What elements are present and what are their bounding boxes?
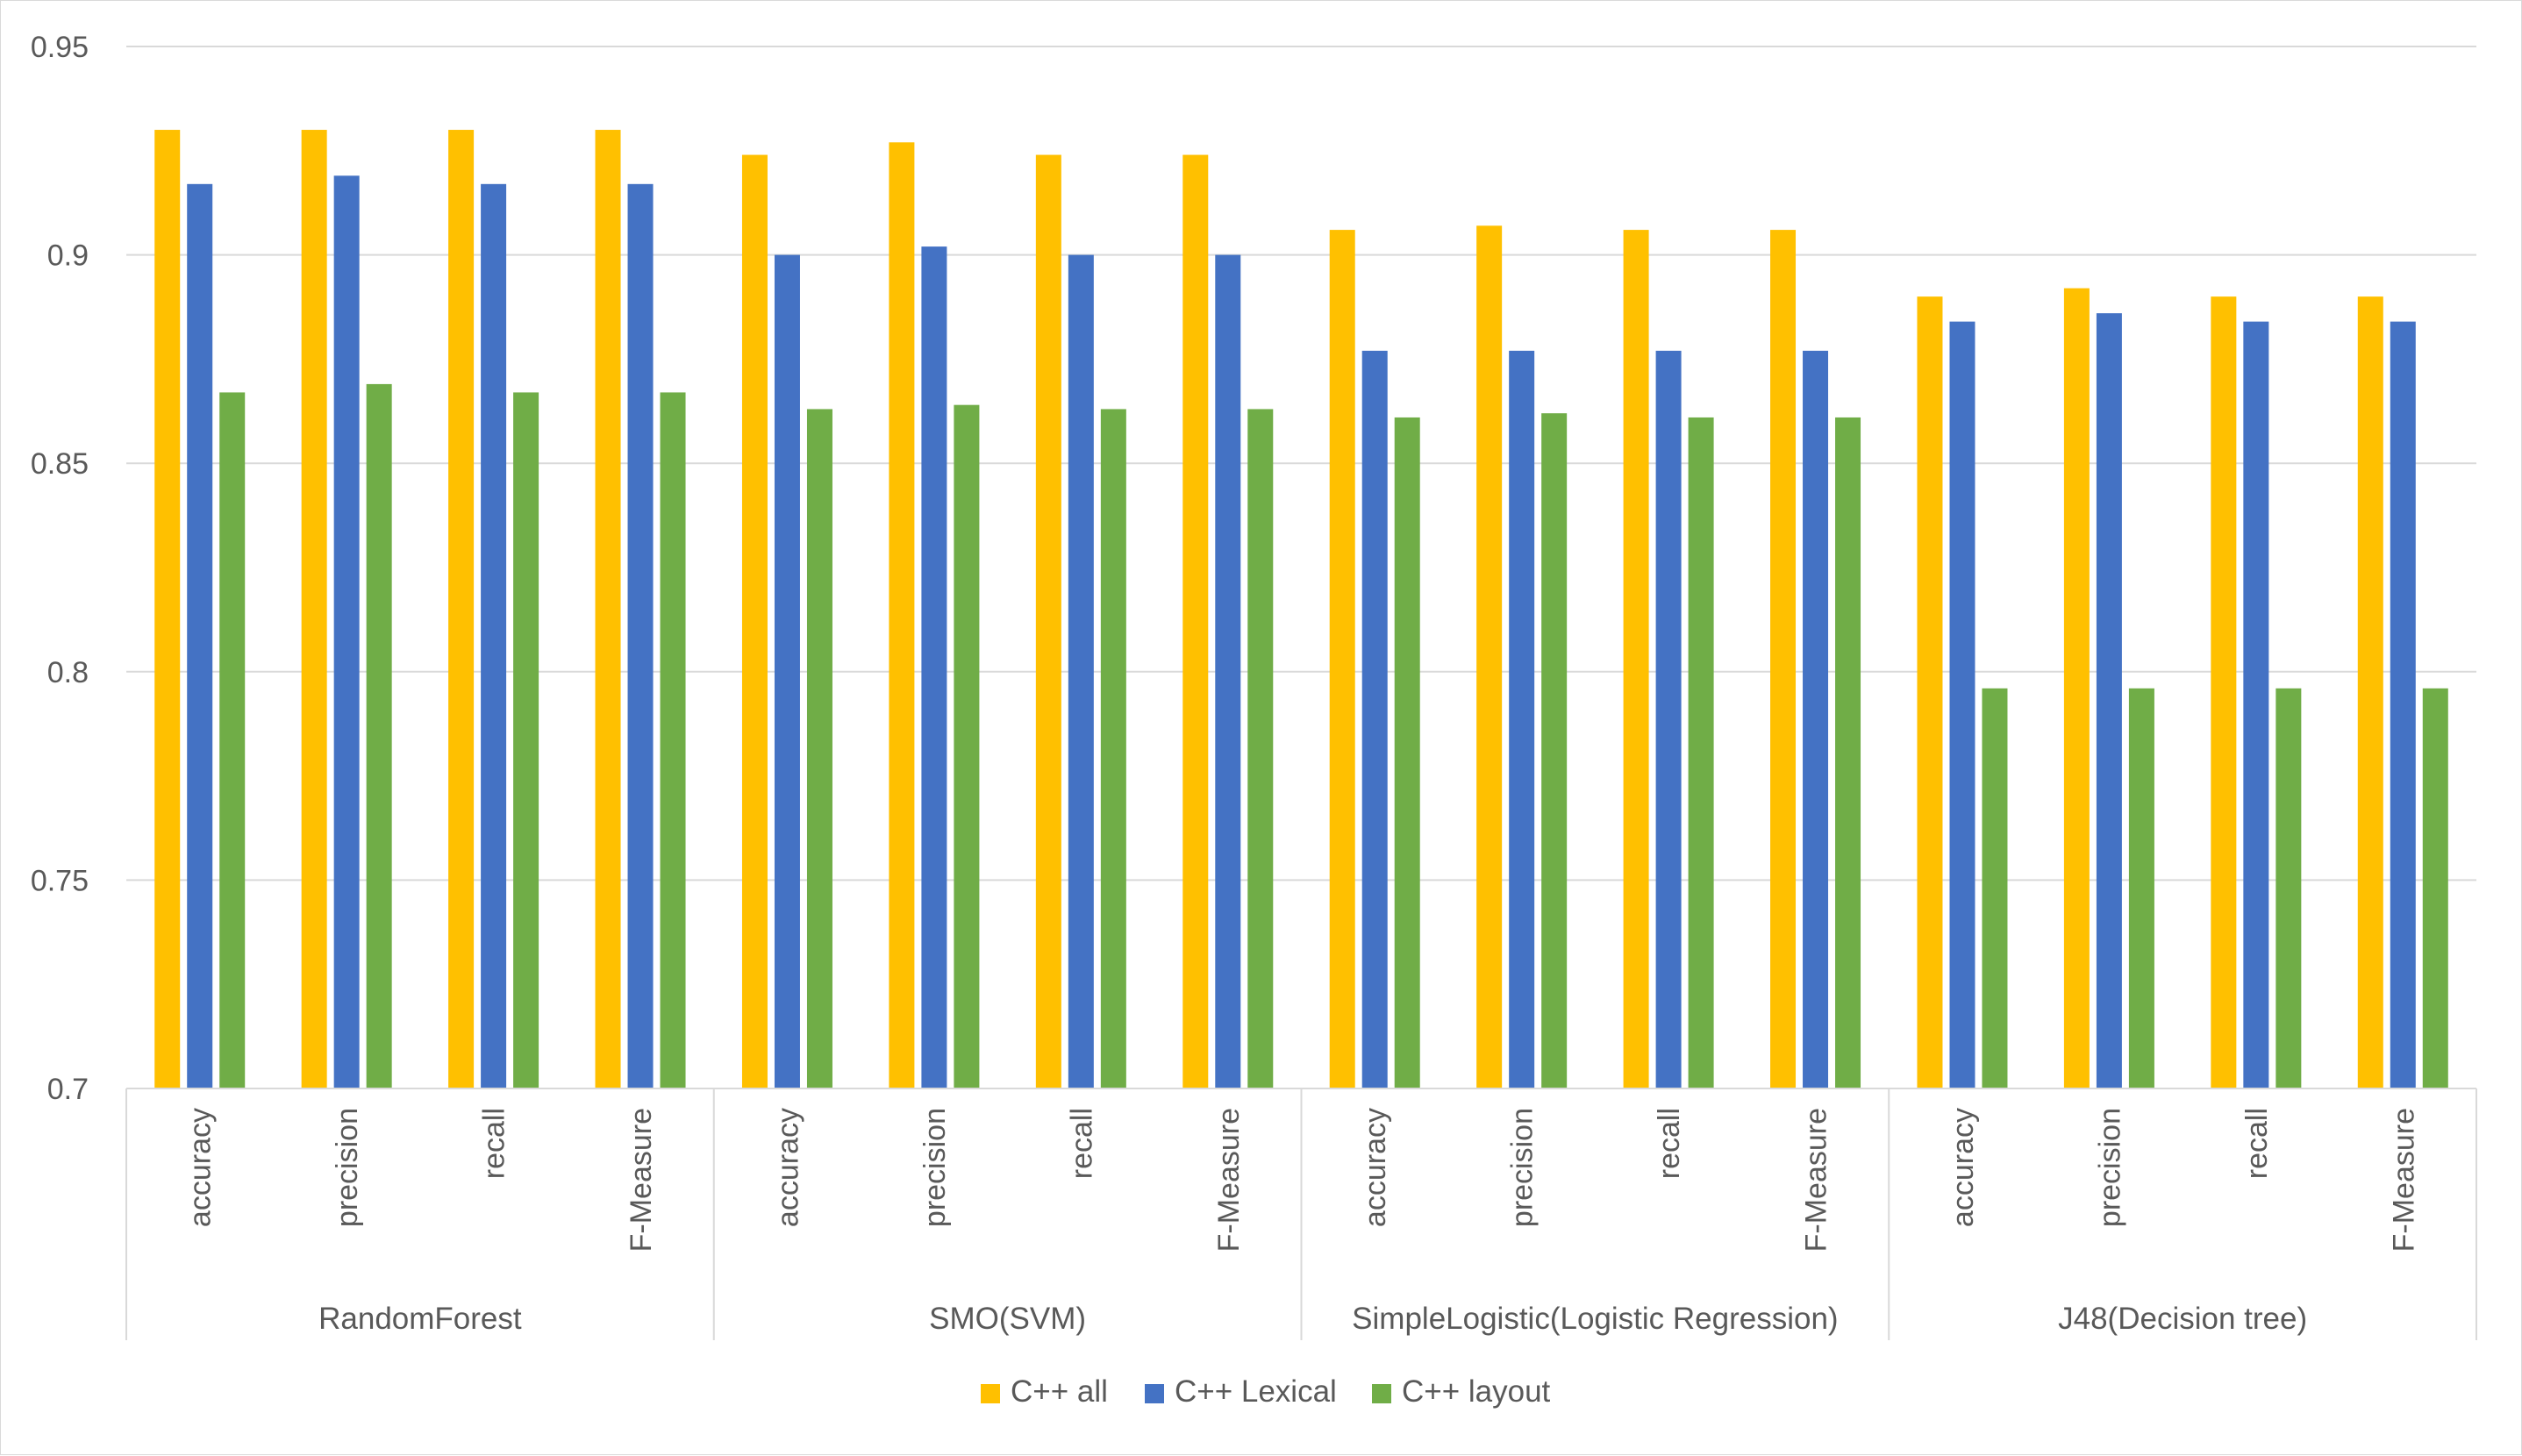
legend-label: C++ layout	[1402, 1374, 1551, 1409]
y-tick-label: 0.75	[31, 864, 89, 897]
bar-c-lexical	[1949, 321, 1975, 1089]
bar-c-all	[154, 130, 181, 1088]
bar-c-all	[741, 154, 768, 1088]
y-tick-label: 0.85	[31, 447, 89, 481]
bar-c-all	[448, 130, 475, 1088]
bar-c-lexical	[1215, 254, 1241, 1089]
bar-c-lexical	[1361, 350, 1388, 1088]
bar-c-lexical	[1803, 350, 1829, 1088]
y-tick-label: 0.9	[47, 239, 89, 273]
bars	[154, 130, 2448, 1089]
bar-c-layout	[1541, 413, 1568, 1088]
bar-c-lexical	[481, 183, 507, 1088]
bar-c-all	[1623, 230, 1649, 1088]
bar-c-layout	[806, 409, 832, 1088]
category-label: precision	[2093, 1108, 2126, 1227]
bar-c-lexical	[1068, 254, 1094, 1089]
category-label: precision	[331, 1108, 364, 1227]
bar-c-layout	[660, 392, 686, 1088]
category-label: precision	[1506, 1108, 1540, 1227]
legend: C++ all C++ Lexical C++ layout	[981, 1374, 1551, 1409]
category-label: accuracy	[1359, 1108, 1392, 1227]
bar-c-layout	[1247, 409, 1274, 1088]
x-axis	[125, 1088, 2477, 1340]
bar-c-lexical	[2390, 321, 2416, 1089]
category-label: F-Measure	[625, 1108, 658, 1252]
bar-c-layout	[1100, 409, 1126, 1088]
category-label: accuracy	[1947, 1108, 1980, 1227]
legend-label: C++ all	[1011, 1374, 1108, 1409]
bar-c-all	[1035, 154, 1061, 1088]
bar-c-lexical	[187, 183, 213, 1088]
bar-c-layout	[513, 392, 539, 1088]
bar-c-all	[1182, 154, 1209, 1088]
bar-c-all	[2211, 296, 2237, 1088]
bar-c-lexical	[774, 254, 800, 1089]
legend-label: C++ Lexical	[1175, 1374, 1337, 1409]
bar-c-lexical	[627, 183, 654, 1088]
bar-c-lexical	[1509, 350, 1535, 1088]
bar-c-all	[595, 130, 621, 1088]
legend-swatch	[1145, 1384, 1164, 1403]
bar-c-layout	[1835, 417, 1861, 1089]
group-label: RandomForest	[318, 1302, 522, 1336]
bar-c-all	[1770, 230, 1797, 1088]
bar-c-lexical	[921, 246, 947, 1088]
legend-swatch	[1372, 1384, 1391, 1403]
bar-c-all	[2357, 296, 2383, 1088]
bar-c-all	[1917, 296, 1943, 1088]
group-label: SimpleLogistic(Logistic Regression)	[1352, 1302, 1838, 1336]
bar-c-layout	[2422, 688, 2448, 1088]
category-label: precision	[918, 1108, 952, 1227]
bar-c-layout	[2276, 688, 2302, 1088]
legend-swatch	[981, 1384, 1000, 1403]
bar-c-lexical	[2243, 321, 2269, 1089]
y-tick-label: 0.7	[47, 1073, 89, 1106]
bar-c-all	[1476, 225, 1503, 1088]
bar-c-all	[2063, 288, 2090, 1089]
category-labels: accuracy precision recall F-Measure accuracy…	[184, 1108, 2421, 1252]
bar-c-layout	[2128, 688, 2154, 1088]
gridlines	[126, 46, 2476, 881]
bar-c-lexical	[1655, 350, 1682, 1088]
category-label: accuracy	[184, 1108, 218, 1227]
category-label: recall	[1653, 1108, 1686, 1179]
group-label: J48(Decision tree)	[2058, 1302, 2307, 1336]
y-tick-label: 0.8	[47, 656, 89, 689]
bar-c-layout	[366, 383, 392, 1088]
bar-c-layout	[954, 404, 980, 1088]
y-axis-tick-labels: 0.7 0.75 0.8 0.85 0.9 0.95	[31, 31, 89, 1106]
bar-c-layout	[1394, 417, 1420, 1089]
bar-c-lexical	[333, 175, 360, 1088]
bar-c-layout	[1982, 688, 2008, 1088]
y-tick-label: 0.95	[31, 31, 89, 64]
bar-c-lexical	[2096, 313, 2122, 1088]
category-label: F-Measure	[1800, 1108, 1833, 1252]
category-label: recall	[1065, 1108, 1098, 1179]
bar-c-layout	[219, 392, 246, 1088]
bar-c-all	[1329, 230, 1355, 1088]
group-label: SMO(SVM)	[929, 1302, 1086, 1336]
category-label: F-Measure	[1212, 1108, 1246, 1252]
bar-c-all	[889, 142, 915, 1088]
group-labels: RandomForest SMO(SVM) SimpleLogistic(Logis…	[318, 1302, 2307, 1336]
category-label: F-Measure	[2387, 1108, 2420, 1252]
bar-c-layout	[1688, 417, 1714, 1089]
category-label: recall	[2240, 1108, 2274, 1179]
bar-c-all	[301, 130, 327, 1088]
category-label: accuracy	[771, 1108, 804, 1227]
category-label: recall	[478, 1108, 511, 1179]
